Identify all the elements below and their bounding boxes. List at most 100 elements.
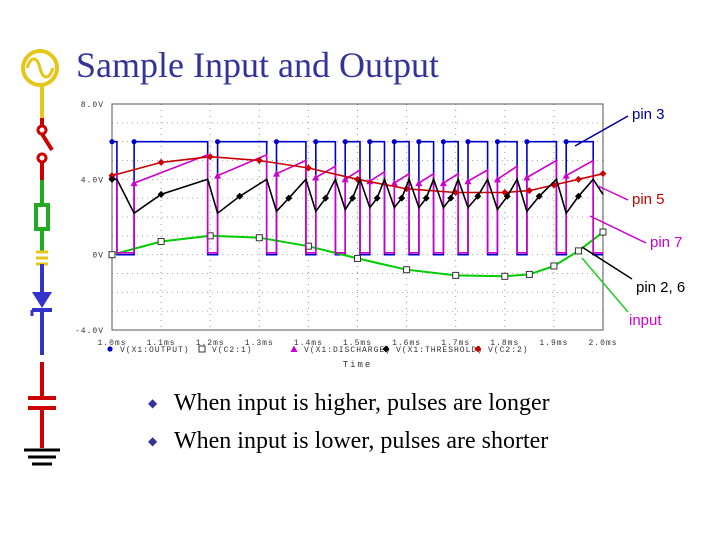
series-marker <box>312 173 320 181</box>
series-marker <box>108 251 116 259</box>
callout-input: input <box>629 312 662 329</box>
x-tick-label: 1.4ms <box>294 339 323 348</box>
series-marker <box>524 139 530 145</box>
x-tick-label: 1.2ms <box>196 339 225 348</box>
legend-label: V(X1:DISCHARGE) <box>304 346 391 355</box>
x-tick-label: 1.9ms <box>539 339 568 348</box>
chart-legend: V(X1:OUTPUT) V(C2:1) V(X1:DISCHARGE) V(X1:T… <box>107 345 529 355</box>
series-marker <box>342 139 348 145</box>
callout-pin2-6: pin 2, 6 <box>636 279 686 296</box>
bullet-icon: ◆ <box>148 395 158 410</box>
chart-grid <box>111 104 604 330</box>
series-v-x1-discharge- <box>108 153 603 254</box>
series-marker <box>157 237 165 245</box>
series-marker <box>341 175 349 183</box>
x-axis-label: Time <box>343 360 373 370</box>
legend-label: V(X1:THRESHOLD) <box>396 346 483 355</box>
x-tick-label: 1.5ms <box>343 339 372 348</box>
switch-icon <box>36 118 54 180</box>
legend-item: V(C2:1) <box>198 345 253 355</box>
series-marker <box>416 139 422 145</box>
x-tick-label: 1.8ms <box>490 339 519 348</box>
y-tick-label: 8.0V <box>81 101 104 110</box>
series-marker <box>494 139 501 145</box>
series-marker <box>391 139 397 145</box>
series-marker <box>273 139 280 145</box>
callout-pin3: pin 3 <box>632 106 665 123</box>
series-marker <box>236 192 244 200</box>
series-marker <box>373 194 381 202</box>
series-marker <box>390 179 398 187</box>
bullet-list: ◆ When input is higher, pulses are longer… <box>148 384 550 460</box>
legend-label: V(X1:OUTPUT) <box>120 346 190 355</box>
series-marker <box>501 272 509 280</box>
series-marker <box>465 139 471 145</box>
ground-icon <box>24 448 60 466</box>
slide-title: Sample Input and Output <box>76 45 439 85</box>
series-marker <box>304 164 312 172</box>
callout-leader <box>589 215 647 244</box>
series-marker <box>574 192 582 200</box>
callout-leaders <box>574 115 647 313</box>
legend-item: V(X1:OUTPUT) <box>107 346 189 355</box>
x-tick-label: 1.7ms <box>441 339 470 348</box>
series-marker <box>349 194 357 202</box>
series-marker <box>130 179 138 187</box>
x-tick-label: 1.3ms <box>245 339 274 348</box>
series-marker <box>503 192 511 200</box>
series-marker <box>474 192 482 200</box>
series-marker <box>599 228 607 236</box>
series-marker <box>550 262 558 270</box>
series-marker <box>474 345 482 353</box>
callout-pin7: pin 7 <box>650 234 683 251</box>
series-marker <box>290 345 298 352</box>
series-marker <box>563 139 569 145</box>
series-marker <box>562 172 570 179</box>
series-marker <box>535 192 543 200</box>
series-marker <box>599 170 607 178</box>
series-marker <box>415 179 423 187</box>
series-marker <box>107 346 113 352</box>
series-v-x1-output- <box>109 139 603 256</box>
bullet-item: ◆ When input is lower, pulses are shorter <box>148 422 550 460</box>
bullet-icon: ◆ <box>148 433 158 448</box>
x-tick-label: 1.0ms <box>97 339 126 348</box>
series-marker <box>322 194 330 202</box>
series-marker <box>157 158 165 166</box>
series-marker <box>214 172 222 179</box>
series-marker <box>440 139 447 145</box>
legend-label: V(C2:1) <box>212 346 253 355</box>
legend-label: V(C2:2) <box>488 346 529 355</box>
series-marker <box>422 194 430 202</box>
circuit-symbols-bar <box>21 49 60 466</box>
legend-item: V(X1:THRESHOLD) <box>382 345 483 355</box>
x-tick-label: 1.1ms <box>147 339 176 348</box>
series-marker <box>403 266 411 274</box>
series-marker <box>382 345 390 353</box>
series-marker <box>439 179 447 187</box>
bullet-text: When input is higher, pulses are longer <box>174 389 550 416</box>
series-marker <box>108 175 116 183</box>
y-tick-label: 4.0V <box>81 176 104 185</box>
x-tick-label: 1.6ms <box>392 339 421 348</box>
series-marker <box>398 194 406 202</box>
ac-source-icon <box>21 49 59 87</box>
series-marker <box>452 271 460 279</box>
series-marker <box>523 173 531 181</box>
series-marker <box>447 194 455 202</box>
y-tick-label: 0V <box>92 252 104 261</box>
series-marker <box>493 175 501 183</box>
series-marker <box>574 175 582 183</box>
series-line <box>112 176 604 215</box>
callout-leader <box>597 185 629 201</box>
series-marker <box>313 139 319 145</box>
series-marker <box>108 172 116 180</box>
chart-axes: 1.0ms 1.1ms 1.2ms 1.3ms 1.4ms 1.5ms 1.6ms 1.7ms… <box>75 101 617 348</box>
series-marker <box>574 247 582 255</box>
series-marker <box>206 153 214 161</box>
chart-series <box>108 139 607 280</box>
series-marker <box>272 170 280 177</box>
x-tick-label: 2.0ms <box>588 339 617 348</box>
plot-frame <box>111 103 604 331</box>
